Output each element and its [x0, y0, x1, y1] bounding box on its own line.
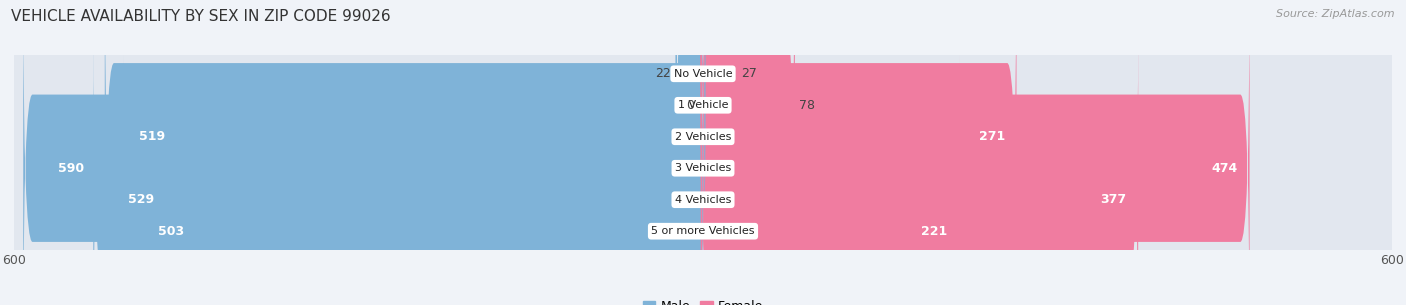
- Text: 519: 519: [139, 130, 166, 143]
- Text: 27: 27: [741, 67, 756, 80]
- FancyBboxPatch shape: [700, 0, 1250, 305]
- Text: 0: 0: [686, 99, 693, 112]
- FancyBboxPatch shape: [93, 22, 706, 305]
- Text: 22: 22: [655, 67, 671, 80]
- FancyBboxPatch shape: [700, 0, 1017, 305]
- FancyBboxPatch shape: [7, 0, 1399, 305]
- Text: 3 Vehicles: 3 Vehicles: [675, 163, 731, 173]
- Text: No Vehicle: No Vehicle: [673, 69, 733, 79]
- Text: 78: 78: [800, 99, 815, 112]
- FancyBboxPatch shape: [700, 0, 737, 252]
- FancyBboxPatch shape: [7, 0, 1399, 305]
- FancyBboxPatch shape: [7, 0, 1399, 305]
- FancyBboxPatch shape: [7, 0, 1399, 305]
- Text: 5 or more Vehicles: 5 or more Vehicles: [651, 226, 755, 236]
- FancyBboxPatch shape: [124, 53, 706, 305]
- Text: 4 Vehicles: 4 Vehicles: [675, 195, 731, 205]
- FancyBboxPatch shape: [700, 53, 959, 305]
- Text: 377: 377: [1101, 193, 1126, 206]
- Text: 271: 271: [979, 130, 1005, 143]
- FancyBboxPatch shape: [675, 0, 706, 252]
- Legend: Male, Female: Male, Female: [638, 295, 768, 305]
- Text: Source: ZipAtlas.com: Source: ZipAtlas.com: [1277, 9, 1395, 19]
- Text: 2 Vehicles: 2 Vehicles: [675, 132, 731, 142]
- Text: 1 Vehicle: 1 Vehicle: [678, 100, 728, 110]
- FancyBboxPatch shape: [7, 0, 1399, 305]
- Text: 503: 503: [157, 225, 184, 238]
- FancyBboxPatch shape: [700, 22, 1139, 305]
- Text: 590: 590: [58, 162, 84, 175]
- Text: 474: 474: [1212, 162, 1239, 175]
- Text: VEHICLE AVAILABILITY BY SEX IN ZIP CODE 99026: VEHICLE AVAILABILITY BY SEX IN ZIP CODE …: [11, 9, 391, 24]
- FancyBboxPatch shape: [24, 0, 706, 305]
- FancyBboxPatch shape: [7, 0, 1399, 305]
- FancyBboxPatch shape: [700, 0, 794, 283]
- Text: 529: 529: [128, 193, 153, 206]
- Text: 221: 221: [921, 225, 948, 238]
- FancyBboxPatch shape: [105, 0, 706, 305]
